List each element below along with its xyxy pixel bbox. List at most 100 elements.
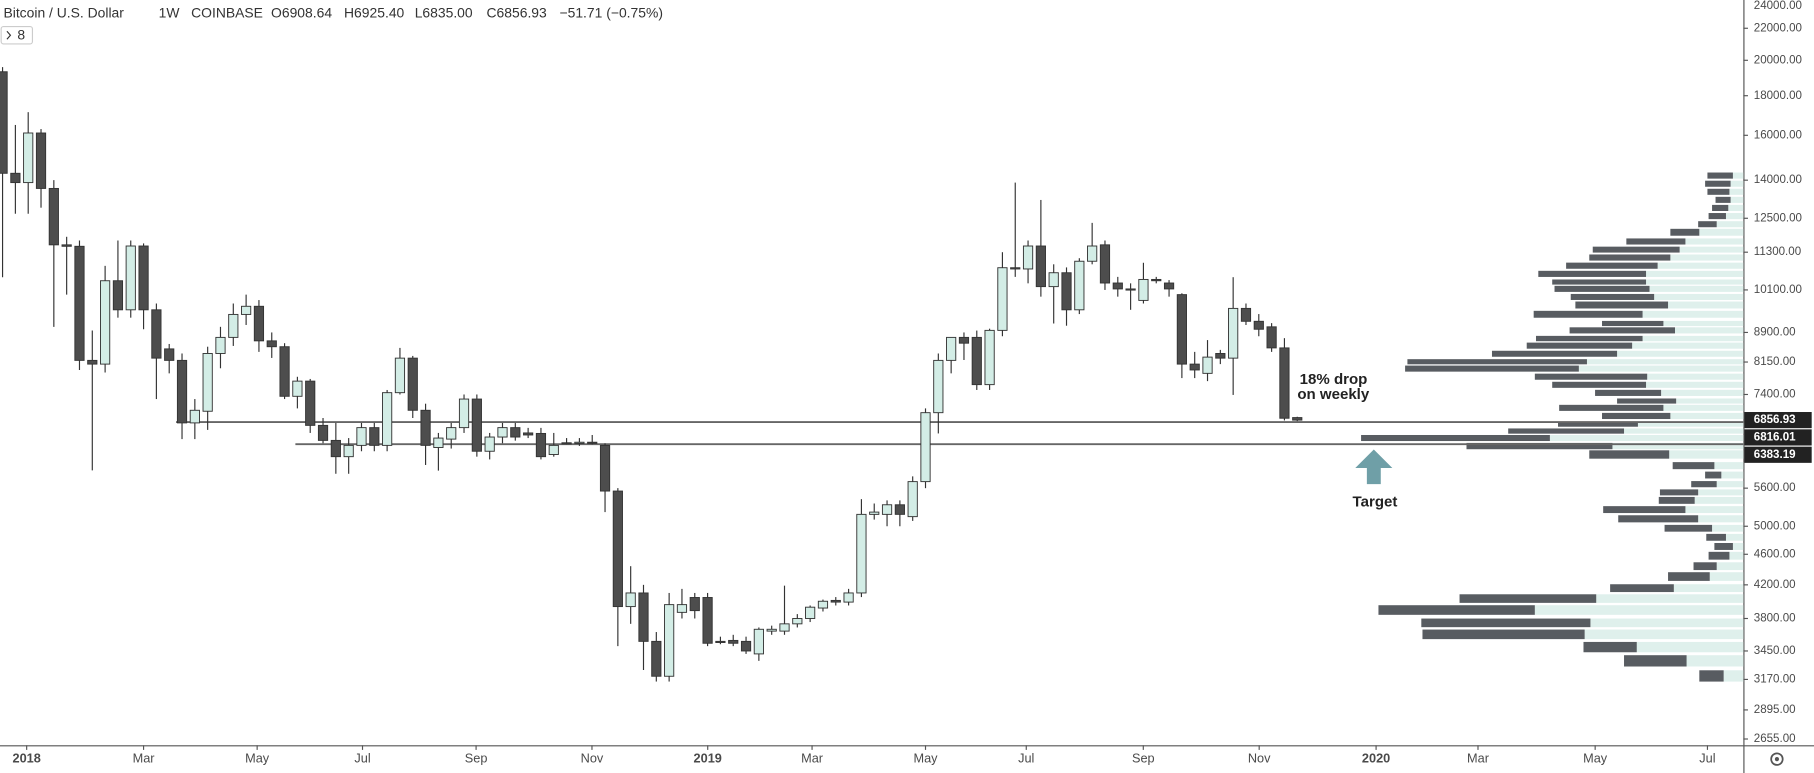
annotation: Target xyxy=(1353,494,1398,511)
y-tick-label: 14000.00 xyxy=(1754,174,1802,186)
x-tick-label: Jul xyxy=(1018,751,1034,766)
down-volume xyxy=(1552,381,1647,388)
down-volume xyxy=(1538,270,1647,277)
candle-body xyxy=(61,244,72,247)
candle-body xyxy=(100,280,111,365)
candle-body xyxy=(715,640,726,643)
up-volume xyxy=(1646,279,1744,285)
y-tick-label: 3800.00 xyxy=(1754,613,1796,625)
candle-body xyxy=(1202,356,1213,374)
close-value: C6856.93 xyxy=(487,5,548,21)
up-volume xyxy=(1685,238,1744,245)
up-volume xyxy=(1654,293,1744,300)
down-volume xyxy=(1617,398,1677,404)
x-tick-label: 2020 xyxy=(1362,751,1390,766)
candle-body xyxy=(753,628,764,655)
down-volume xyxy=(1566,262,1658,269)
x-tick-label: Mar xyxy=(801,751,824,766)
up-volume xyxy=(1668,301,1744,309)
up-volume xyxy=(1679,246,1744,253)
candle-body xyxy=(1010,267,1021,270)
candle-body xyxy=(1189,363,1200,371)
candle-body xyxy=(984,329,995,386)
down-volume xyxy=(1618,515,1699,523)
symbol: Bitcoin / U.S. Dollar xyxy=(3,5,124,21)
candle-body xyxy=(471,398,482,452)
y-tick-label: 11300.00 xyxy=(1754,246,1801,258)
candle-body xyxy=(958,336,970,344)
candle-body xyxy=(869,511,880,515)
up-volume xyxy=(1698,489,1744,496)
y-tick-label: 22000.00 xyxy=(1754,22,1802,34)
up-volume xyxy=(1649,285,1744,292)
y-tick-label: 4200.00 xyxy=(1754,579,1796,591)
price-label-bg xyxy=(1744,446,1812,463)
up-volume xyxy=(1686,655,1744,667)
up-volume xyxy=(1670,412,1744,420)
up-volume xyxy=(1729,551,1744,560)
up-volume xyxy=(1534,605,1744,615)
up-volume xyxy=(1617,350,1744,357)
candle-body xyxy=(702,597,713,644)
down-volume xyxy=(1575,301,1669,309)
up-volume xyxy=(1716,481,1744,488)
candle-body xyxy=(830,599,841,603)
settings-button[interactable] xyxy=(1770,752,1784,766)
x-tick-label: Jul xyxy=(354,751,370,766)
down-volume xyxy=(1558,421,1638,427)
candle-body xyxy=(0,71,8,174)
down-volume xyxy=(1526,342,1633,349)
down-volume xyxy=(1705,471,1722,479)
down-volume xyxy=(1659,489,1699,496)
candle-body xyxy=(574,441,585,444)
up-volume xyxy=(1596,594,1744,603)
candle-body xyxy=(433,437,444,448)
candle-body xyxy=(805,606,816,619)
up-volume xyxy=(1612,442,1744,450)
indicator-box[interactable] xyxy=(0,25,34,45)
up-volume xyxy=(1590,618,1744,628)
down-volume xyxy=(1668,572,1710,581)
down-volume xyxy=(1552,279,1647,285)
candle-body xyxy=(638,592,649,642)
gear-icon[interactable] xyxy=(1770,752,1784,766)
y-tick-label: 18000.00 xyxy=(1754,90,1802,102)
candle-body xyxy=(1087,245,1098,262)
annotation: 18% drop xyxy=(1300,371,1368,388)
candle-body xyxy=(112,280,124,311)
candle-body xyxy=(1138,278,1149,301)
target-arrow xyxy=(1355,449,1393,485)
candle-body xyxy=(1112,282,1123,290)
down-volume xyxy=(1535,335,1643,342)
candle-body xyxy=(1292,417,1303,421)
down-volume xyxy=(1554,285,1650,292)
candle-body xyxy=(561,442,572,445)
up-volume xyxy=(1730,180,1744,187)
down-volume xyxy=(1569,327,1675,334)
up-volume xyxy=(1637,421,1744,427)
indicator-toggle[interactable]: 8 xyxy=(0,25,34,45)
y-tick-label: 5000.00 xyxy=(1754,520,1796,532)
candle-body xyxy=(548,444,559,455)
down-volume xyxy=(1361,434,1550,442)
candle-body xyxy=(305,380,316,426)
price-label: 6856.93 xyxy=(1754,414,1796,426)
up-volume xyxy=(1716,221,1744,228)
candle-body xyxy=(151,309,162,359)
up-volume xyxy=(1663,320,1744,327)
up-volume xyxy=(1699,228,1744,236)
up-volume xyxy=(1670,254,1744,261)
down-volume xyxy=(1707,172,1733,179)
candle-body xyxy=(664,604,675,677)
down-volume xyxy=(1664,524,1713,532)
x-tick-label: Mar xyxy=(133,751,156,766)
candle-body xyxy=(689,597,700,612)
y-tick-label: 24000.00 xyxy=(1754,0,1802,12)
down-volume xyxy=(1559,404,1664,411)
x-tick-label: May xyxy=(245,751,270,766)
candle-body xyxy=(266,340,277,348)
candle-body xyxy=(420,409,431,446)
up-volume xyxy=(1714,462,1744,470)
up-volume xyxy=(1624,428,1744,434)
